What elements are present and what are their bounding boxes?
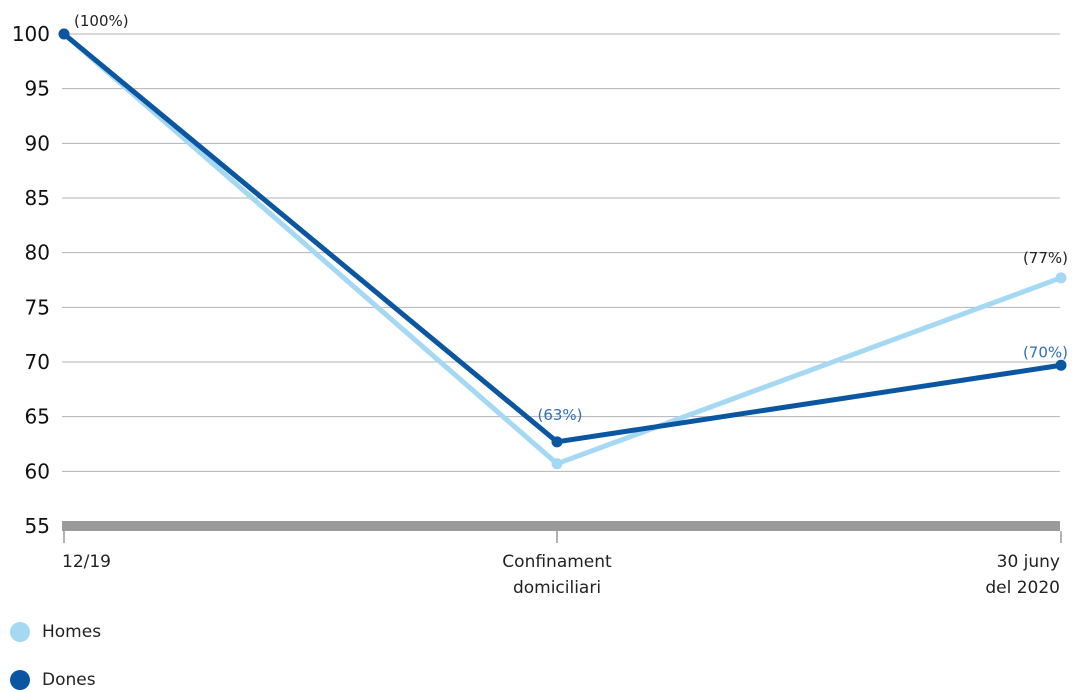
y-tick-label: 85 [25,186,50,210]
x-axis-baseline [62,521,1060,531]
data-label-dones: (63%) [537,406,582,424]
y-axis-ticks: 55 60 65 70 75 80 85 90 95 100 [12,22,50,538]
data-label-dones: (100%) [74,12,129,30]
data-point-homes [1055,272,1067,284]
x-tick-label: 30 juny del 2020 [985,552,1060,598]
x-tick-label: Confinament domiciliari [502,552,612,598]
series-lines [58,28,1067,470]
series-line-homes [61,31,1064,467]
y-tick-label: 90 [25,131,50,155]
legend-item-dones: Dones [10,670,96,690]
y-tick-label: 70 [25,350,50,374]
x-tick-label: 12/19 [62,552,111,572]
y-tick-label: 95 [25,77,50,101]
homes-legend-label: Homes [42,622,102,642]
y-tick-label: 65 [25,405,50,429]
data-point-dones [551,436,563,448]
legend-item-homes: Homes [10,622,101,642]
x-axis-ticks: 12/19 Confinament domiciliari 30 juny del 20… [62,531,1062,598]
y-tick-label: 55 [25,514,50,538]
series-line-dones [61,31,1064,445]
y-tick-label: 60 [25,459,50,483]
y-tick-label: 75 [25,295,50,319]
data-labels: (77%) (100%) (63%) (70%) [74,12,1068,424]
dones-legend-label: Dones [42,670,96,690]
data-point-dones [58,28,70,40]
data-label-dones: (70%) [1023,343,1068,361]
data-point-dones [1055,359,1067,371]
data-label-homes: (77%) [1023,249,1068,267]
data-point-homes [551,458,563,470]
y-tick-label: 100 [12,22,50,46]
y-tick-label: 80 [25,241,50,265]
dones-legend-swatch [10,670,30,690]
homes-legend-swatch [10,622,30,642]
gridlines [62,33,1060,472]
